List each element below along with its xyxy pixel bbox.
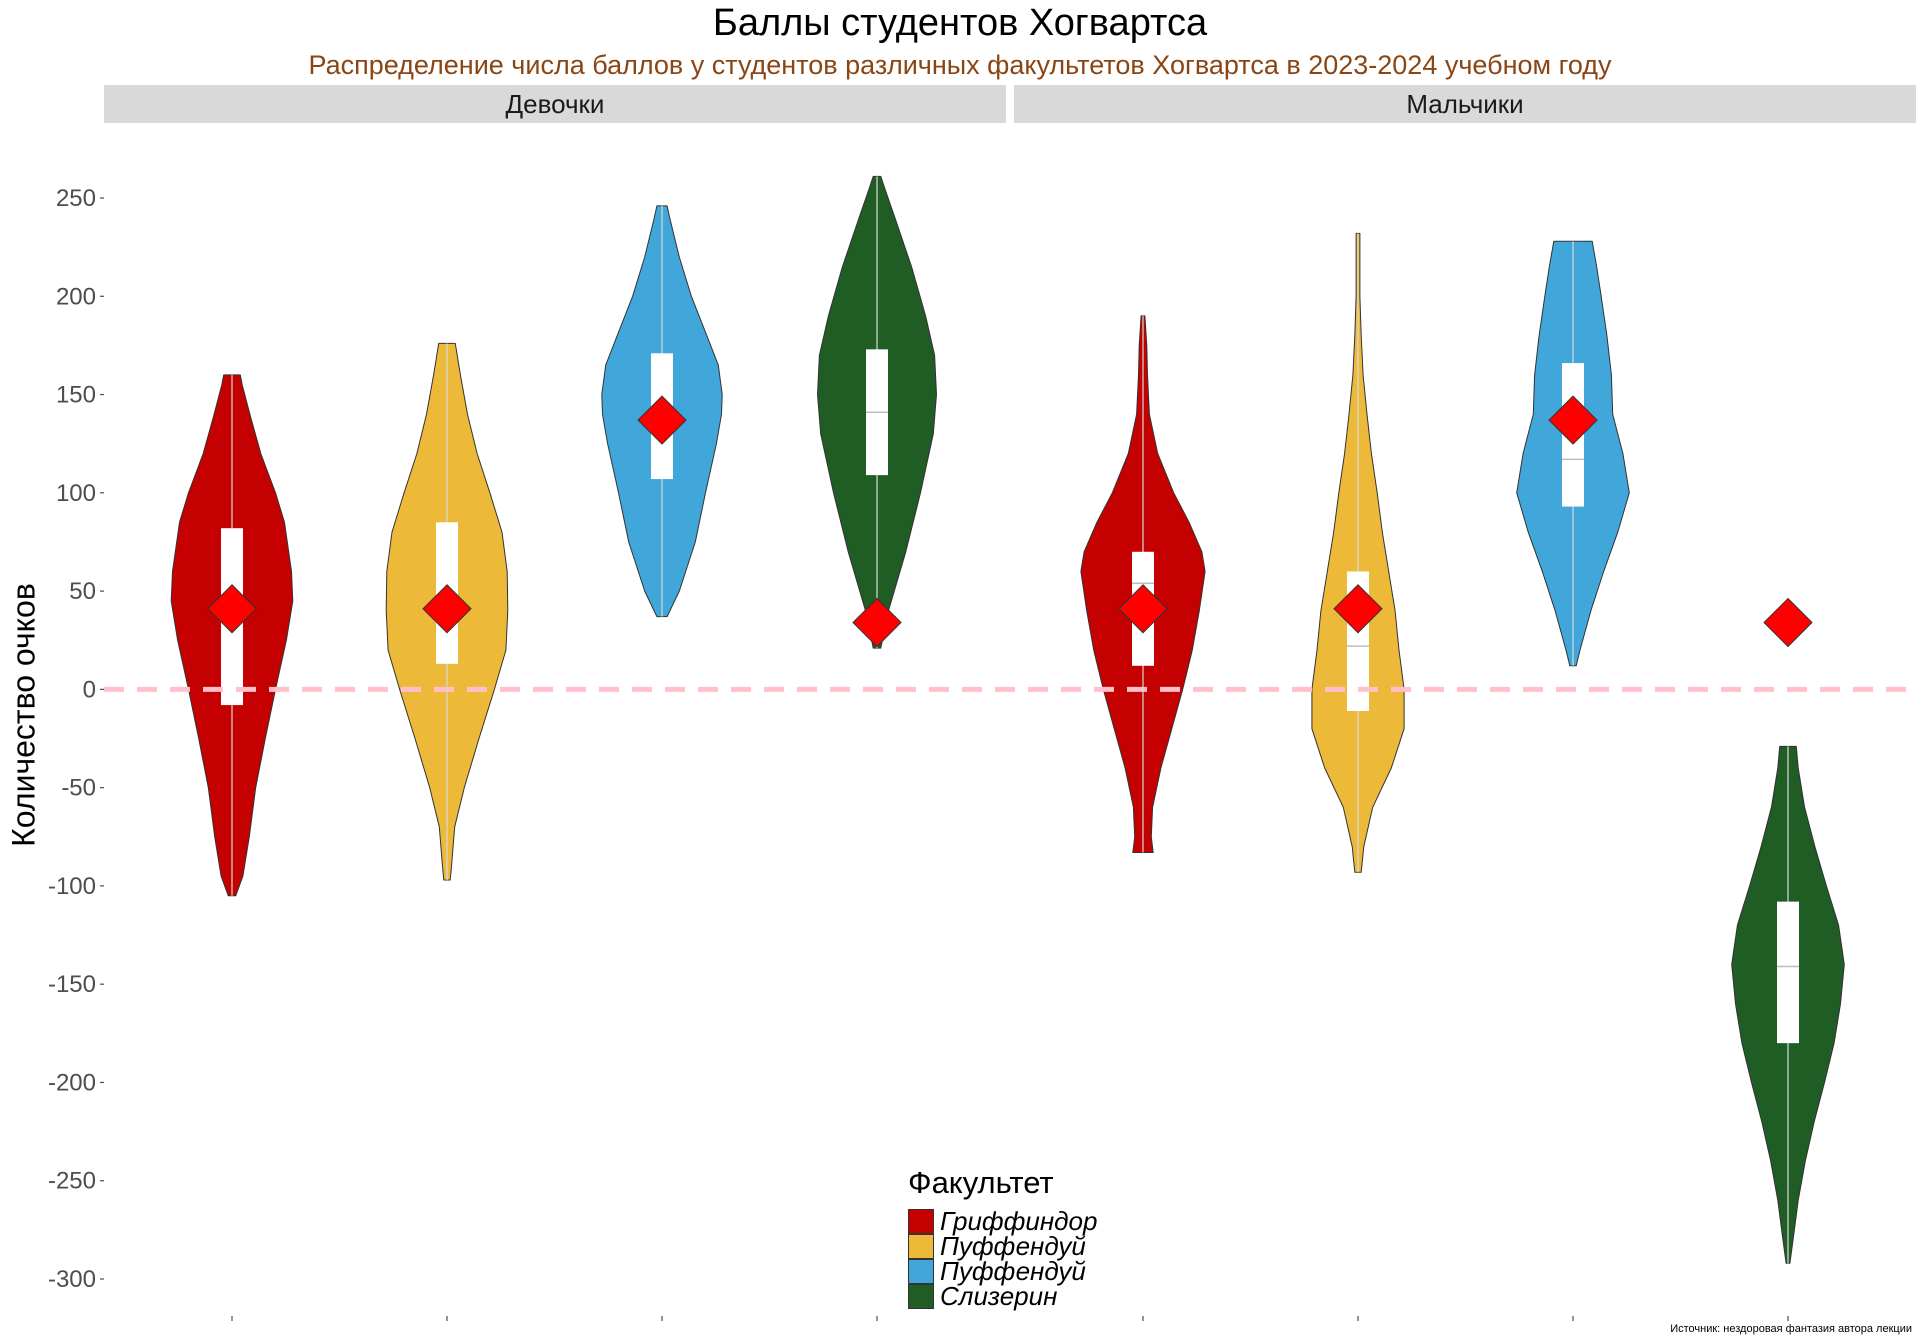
y-tick-label: 250 (56, 185, 96, 212)
legend-label: Пуффендуй (940, 1231, 1086, 1261)
y-tick-label: 100 (56, 480, 96, 507)
chart-title: Баллы студентов Хогвартса (712, 2, 1208, 44)
y-tick-label: -300 (48, 1266, 96, 1293)
mean-marker (1118, 584, 1168, 634)
legend-key (908, 1234, 934, 1259)
legend-key (908, 1259, 934, 1284)
mean-marker (207, 584, 257, 634)
mean-marker (637, 395, 687, 445)
legend-item: Гриффиндор (908, 1206, 1098, 1236)
facet-label-girls: Девочки (505, 89, 605, 119)
y-tick-label: -100 (48, 873, 96, 900)
legend-item: Слизерин (908, 1281, 1097, 1311)
facet-strip-boys: Мальчики (1014, 85, 1916, 123)
chart-subtitle: Распределение числа баллов у студентов р… (308, 50, 1612, 80)
y-tick-label: -200 (48, 1069, 96, 1096)
mean-marker (852, 597, 902, 648)
legend-label: Слизерин (940, 1281, 1058, 1311)
legend-items: Гриффиндор Пуффендуй Пуффендуй Слизерин (908, 1206, 1098, 1311)
legend-item: Пуффендуй (908, 1256, 1097, 1286)
legend: Факультет Гриффиндор Пуффендуй Пуффендуй Сл… (908, 1165, 1098, 1311)
facet-label-boys: Мальчики (1406, 89, 1524, 119)
y-tick-label: -250 (48, 1168, 96, 1195)
mean-marker (1333, 584, 1383, 634)
mean-marker (422, 584, 472, 634)
y-tick-label: 150 (56, 382, 96, 409)
y-tick-label: -50 (61, 775, 96, 802)
legend-label: Пуффендуй (940, 1256, 1086, 1286)
legend-title: Факультет (908, 1165, 1054, 1200)
y-tick-label: 200 (56, 283, 96, 310)
y-tick-label: 50 (69, 578, 96, 605)
source-caption: Источник: нездоровая фантазия автора лек… (1670, 1323, 1912, 1335)
legend-item: Пуффендуй (908, 1231, 1097, 1261)
mean-marker (1548, 395, 1598, 445)
legend-key (908, 1209, 934, 1234)
mean-marker (1763, 597, 1813, 648)
legend-label: Гриффиндор (940, 1206, 1098, 1236)
y-tick-label: 0 (83, 676, 96, 703)
box (1777, 901, 1799, 1044)
legend-key (908, 1284, 934, 1309)
y-tick-label: -150 (48, 971, 96, 998)
facet-strip-girls: Девочки (104, 85, 1006, 123)
